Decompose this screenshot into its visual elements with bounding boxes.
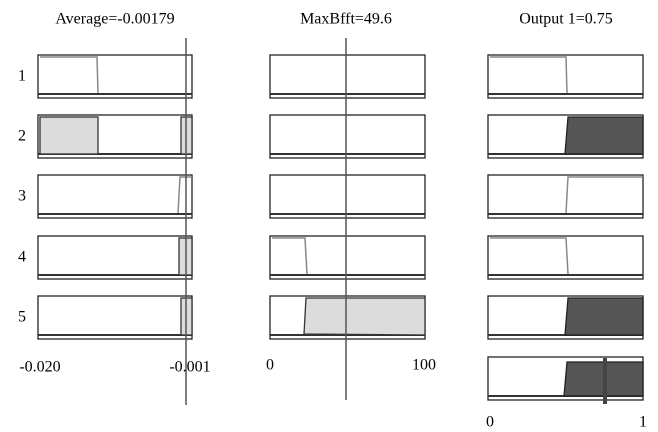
row-label: 3 bbox=[18, 188, 26, 205]
column-average bbox=[37, 38, 193, 405]
axis-label: 0 bbox=[486, 414, 494, 431]
column-title: Average=-0.00179 bbox=[55, 11, 174, 28]
row-label: 4 bbox=[18, 249, 26, 266]
column-output bbox=[487, 54, 644, 404]
axis-label: 0 bbox=[266, 357, 274, 374]
axis-label: 100 bbox=[412, 357, 436, 374]
column-maxbfft bbox=[269, 38, 426, 400]
row-label: 1 bbox=[18, 68, 26, 85]
row-label: 2 bbox=[18, 128, 26, 145]
column-title: Output 1=0.75 bbox=[519, 11, 612, 28]
column-title: MaxBfft=49.6 bbox=[300, 11, 392, 28]
row-label: 5 bbox=[18, 309, 26, 326]
axis-label: 1 bbox=[639, 414, 647, 431]
axis-label: -0.001 bbox=[169, 359, 210, 376]
axis-label: -0.020 bbox=[19, 359, 60, 376]
